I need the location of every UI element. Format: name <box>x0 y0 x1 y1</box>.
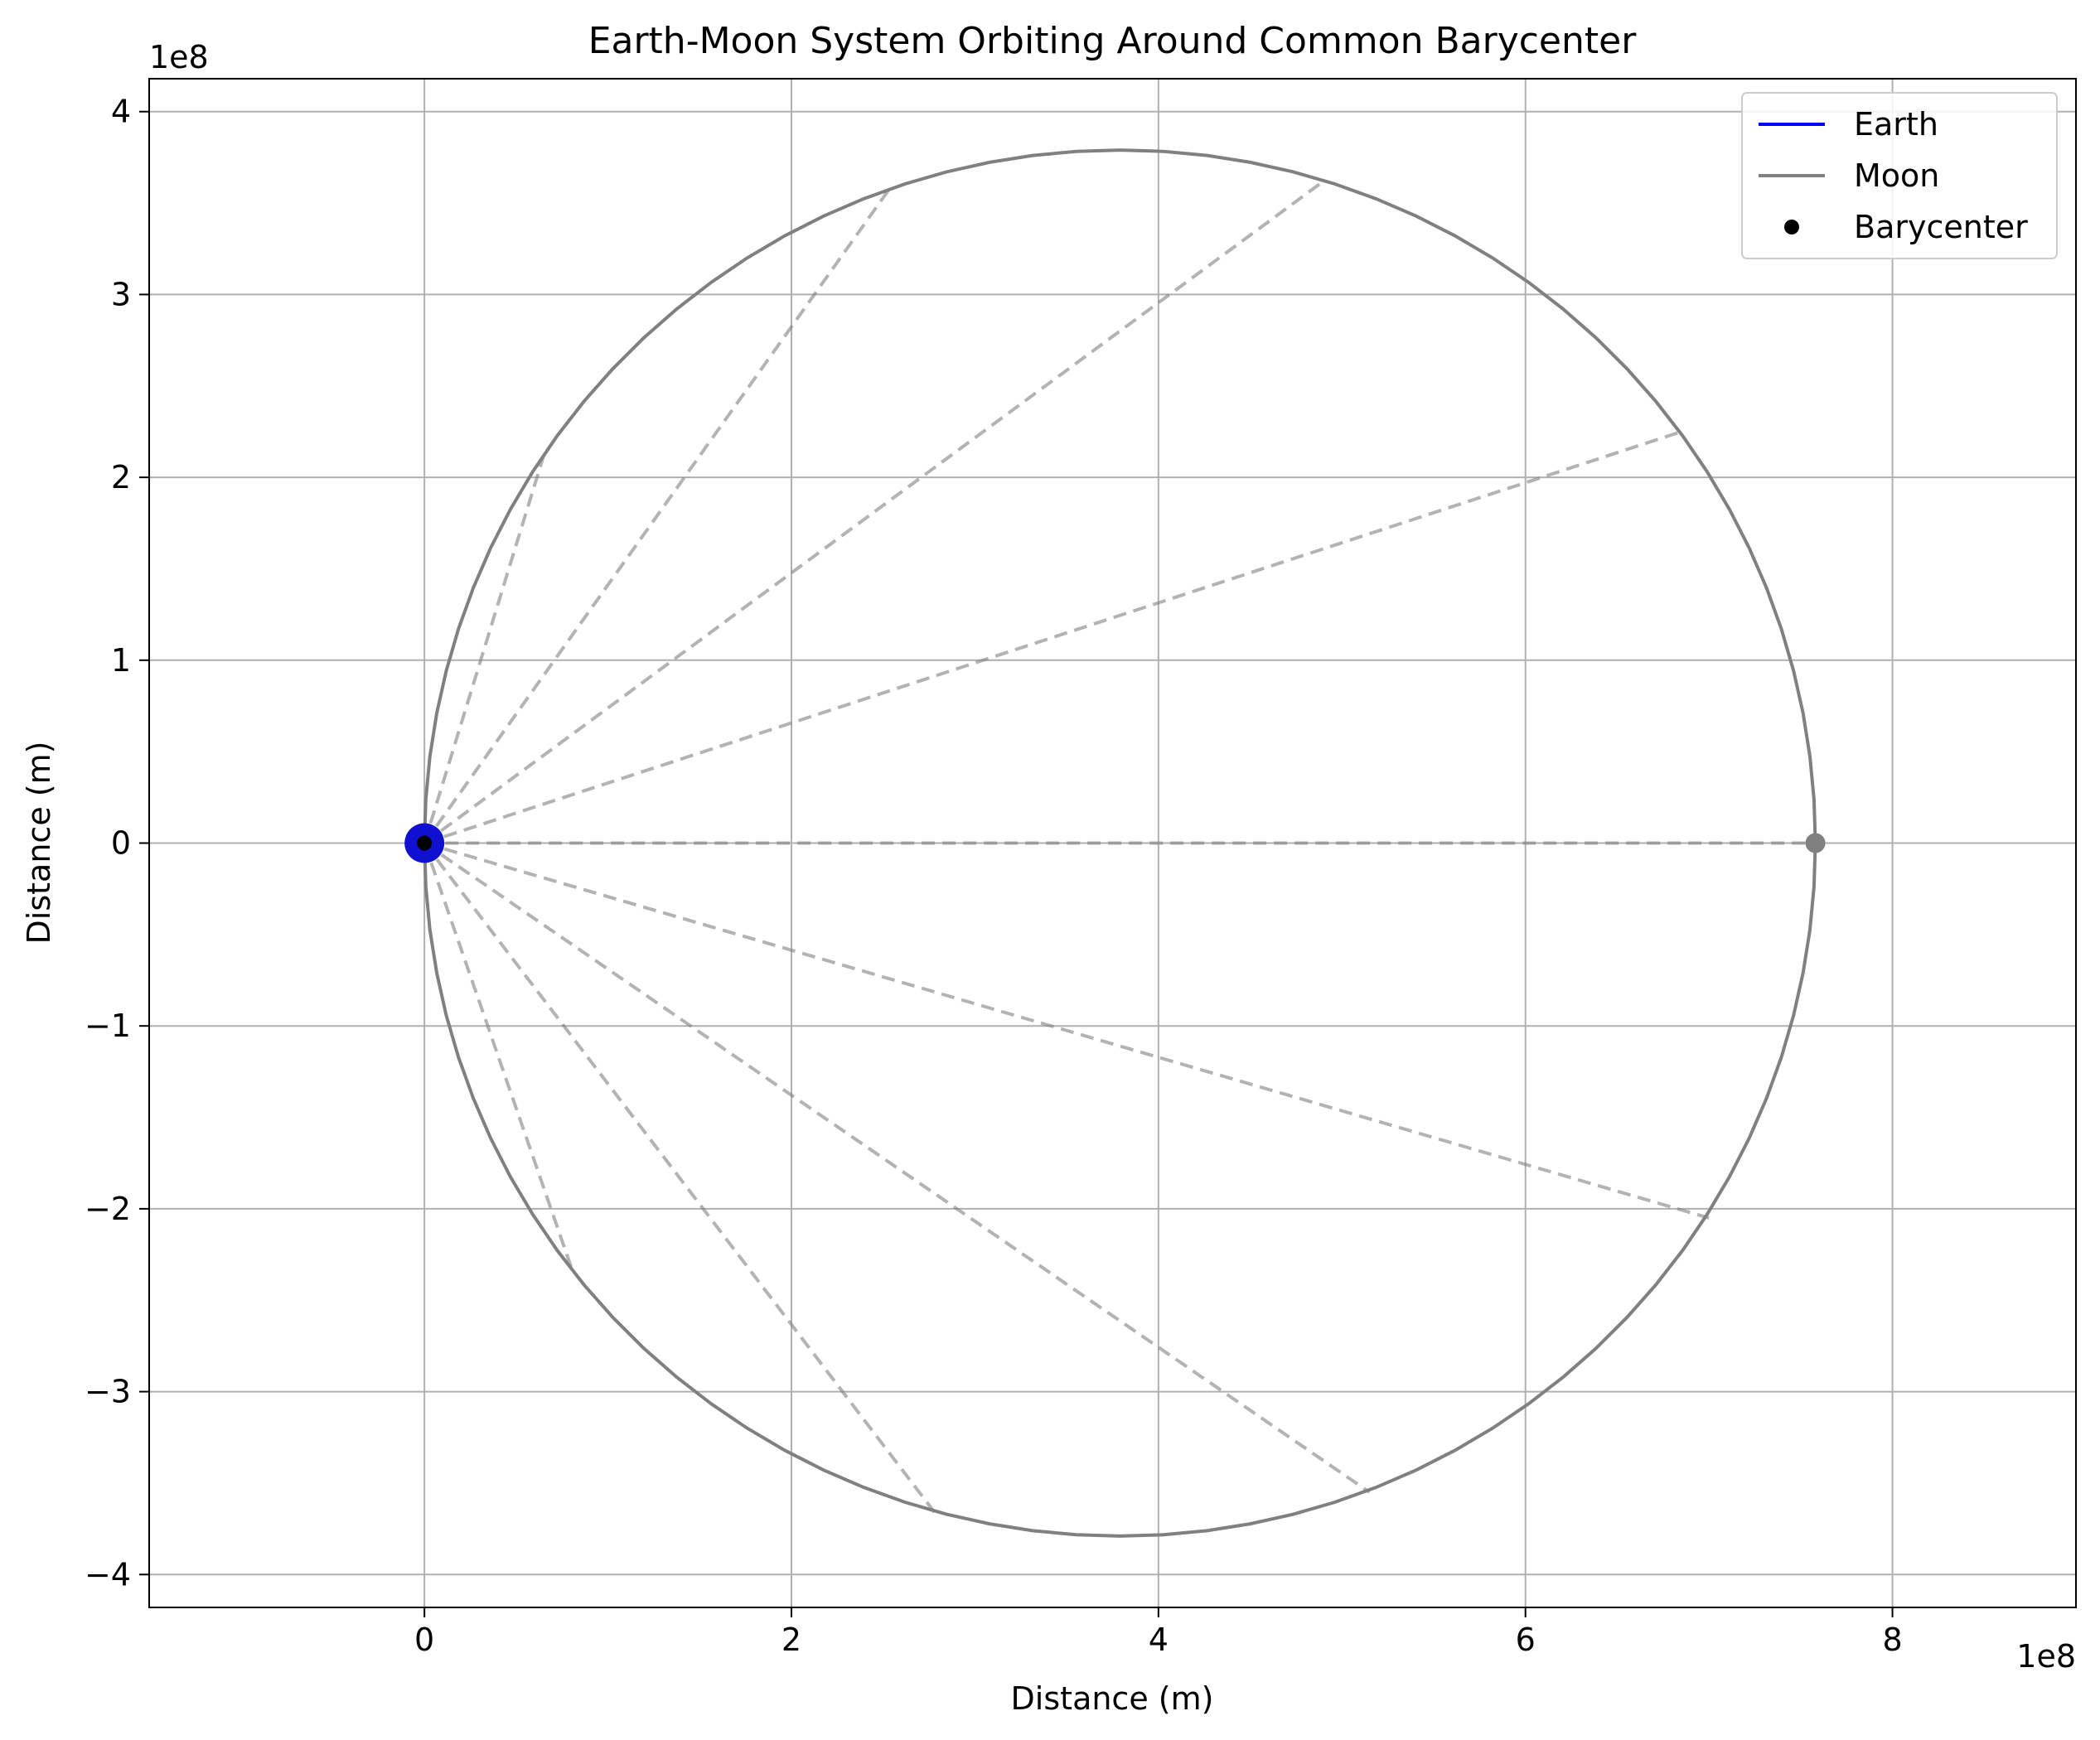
connecting-line <box>423 455 545 844</box>
x-tick-label: 6 <box>1516 1622 1536 1658</box>
x-axis-label: Distance (m) <box>1011 1680 1214 1717</box>
x-offset-text: 1e8 <box>2016 1638 2076 1675</box>
connecting-line <box>423 842 573 1269</box>
y-offset-text: 1e8 <box>149 39 209 75</box>
connecting-line <box>423 430 1682 845</box>
axis-ticks: 0 2 4 6 8 −4 −3 −2 −1 0 1 2 3 4 <box>85 94 1903 1658</box>
legend-label-moon: Moon <box>1854 157 1939 194</box>
y-tick-label: −1 <box>85 1008 131 1044</box>
plot-area <box>404 148 1826 1538</box>
y-axis-label: Distance (m) <box>21 742 57 945</box>
x-tick-label: 2 <box>781 1622 801 1658</box>
x-tick-label: 4 <box>1149 1622 1169 1658</box>
y-tick-label: 0 <box>111 825 131 862</box>
connecting-line <box>423 841 1710 1220</box>
y-tick-label: 3 <box>111 276 131 312</box>
legend-label-barycenter: Barycenter <box>1854 209 2028 245</box>
y-tick-label: −2 <box>85 1191 131 1227</box>
legend-label-earth: Earth <box>1854 106 1938 143</box>
legend-marker-barycenter <box>1784 220 1799 234</box>
chart-title: Earth-Moon System Orbiting Around Common… <box>588 20 1638 62</box>
x-tick-label: 0 <box>414 1622 434 1658</box>
connecting-line <box>423 841 1371 1494</box>
legend: Earth Moon Barycenter <box>1741 92 2058 259</box>
y-tick-label: −4 <box>85 1556 131 1593</box>
legend-box <box>1741 92 2058 259</box>
connecting-line <box>423 842 936 1514</box>
x-tick-label: 8 <box>1882 1622 1902 1658</box>
barycenter-marker <box>417 835 433 851</box>
connecting-line <box>423 183 894 844</box>
y-tick-label: −3 <box>85 1374 131 1410</box>
y-tick-label: 2 <box>111 459 131 495</box>
y-tick-label: 4 <box>111 94 131 130</box>
y-tick-label: 1 <box>111 642 131 679</box>
moon-marker <box>1805 833 1826 853</box>
